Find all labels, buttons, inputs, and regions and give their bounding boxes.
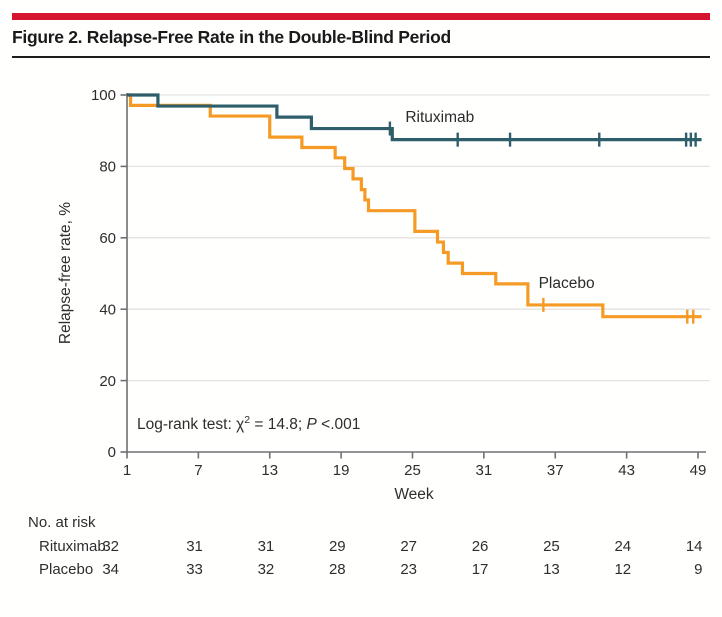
logrank-eq: = 14.8;: [250, 416, 307, 434]
series-label-rituximab: Rituximab: [405, 109, 474, 126]
risk-count: 27: [400, 538, 417, 555]
y-tick-label: 80: [99, 159, 116, 176]
risk-row-label-placebo: Placebo: [39, 561, 94, 578]
risk-count: 28: [328, 561, 346, 578]
y-tick-label: 60: [99, 230, 116, 247]
km-curve-placebo: [127, 93, 702, 319]
x-axis-title: Week: [394, 486, 434, 503]
km-curve-rituximab: [127, 93, 702, 142]
accent-bar: [12, 13, 710, 20]
y-tick-label: 0: [108, 444, 116, 461]
y-tick-label: 20: [99, 373, 116, 390]
risk-count: 33: [186, 561, 203, 578]
risk-count: 9: [694, 561, 703, 578]
x-tick-label: 43: [618, 462, 635, 479]
risk-count: 32: [257, 561, 275, 578]
y-axis-title: Relapse-free rate, %: [57, 201, 74, 345]
x-tick-label: 49: [690, 462, 707, 479]
risk-row-label-rituximab: Rituximab: [39, 538, 106, 555]
logrank-pvalue-symbol: P: [306, 416, 317, 434]
x-tick-label: 31: [476, 462, 493, 479]
risk-count: 34: [102, 561, 119, 578]
risk-table-header: No. at risk: [28, 514, 96, 531]
risk-count: 31: [186, 538, 203, 555]
x-tick-label: 1: [123, 462, 131, 479]
risk-count: 23: [400, 561, 417, 578]
y-tick-label: 100: [91, 87, 116, 104]
risk-count: 25: [543, 538, 560, 555]
series-label-placebo: Placebo: [539, 275, 595, 292]
title-divider: [12, 56, 710, 58]
y-tick-label: 40: [99, 301, 116, 318]
x-tick-label: 19: [333, 462, 350, 479]
risk-count: 14: [685, 538, 703, 555]
risk-count: 17: [471, 561, 489, 578]
risk-count: 31: [257, 538, 275, 555]
risk-count: 29: [328, 538, 346, 555]
figure-title: Figure 2. Relapse-Free Rate in the Doubl…: [12, 27, 451, 47]
logrank-sup: 2: [244, 414, 251, 426]
x-tick-label: 7: [194, 462, 202, 479]
risk-count: 13: [543, 561, 560, 578]
risk-count: 32: [102, 538, 119, 555]
x-tick-label: 25: [404, 462, 421, 479]
logrank-prefix: Log-rank test: χ: [137, 416, 245, 434]
x-tick-label: 37: [547, 462, 564, 479]
risk-count: 24: [614, 538, 632, 555]
risk-count: 12: [614, 561, 632, 578]
risk-count: 26: [471, 538, 489, 555]
x-tick-label: 13: [261, 462, 278, 479]
logrank-suffix: <.001: [316, 416, 361, 434]
logrank-annotation: Log-rank test: χ2 = 14.8; P <.001: [137, 414, 360, 434]
